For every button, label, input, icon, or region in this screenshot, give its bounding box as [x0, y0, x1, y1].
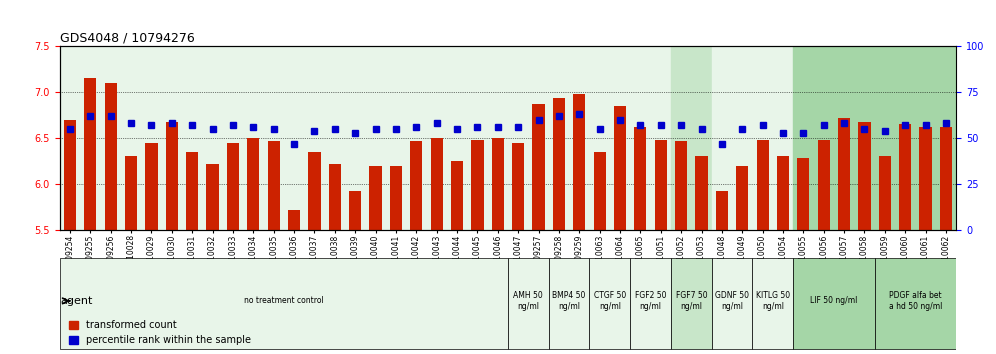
Bar [105, 83, 117, 230]
Bar [145, 143, 157, 230]
Text: PDGF alfa bet
a hd 50 ng/ml: PDGF alfa bet a hd 50 ng/ml [888, 291, 942, 310]
Text: KITLG 50
ng/ml: KITLG 50 ng/ml [756, 291, 790, 310]
Bar [899, 124, 911, 230]
Bar [630, 46, 671, 230]
Bar [712, 46, 752, 230]
Bar [695, 156, 707, 230]
Bar [227, 143, 239, 230]
Bar [533, 104, 545, 230]
Text: GDS4048 / 10794276: GDS4048 / 10794276 [60, 32, 194, 45]
FancyBboxPatch shape [590, 258, 630, 349]
Bar [874, 46, 956, 230]
Bar [471, 140, 483, 230]
FancyBboxPatch shape [549, 258, 590, 349]
Bar [309, 152, 321, 230]
FancyBboxPatch shape [752, 258, 793, 349]
Bar [430, 138, 443, 230]
Bar [64, 120, 76, 230]
Bar [492, 138, 504, 230]
Bar [165, 122, 178, 230]
Text: LIF 50 ng/ml: LIF 50 ng/ml [810, 296, 858, 306]
Text: GDNF 50
ng/ml: GDNF 50 ng/ml [715, 291, 749, 310]
Bar [818, 140, 830, 230]
Bar [757, 140, 769, 230]
FancyBboxPatch shape [630, 258, 671, 349]
Text: FGF2 50
ng/ml: FGF2 50 ng/ml [634, 291, 666, 310]
FancyBboxPatch shape [712, 258, 752, 349]
Bar [752, 46, 793, 230]
Bar [654, 140, 667, 230]
FancyBboxPatch shape [793, 258, 874, 349]
Bar [549, 46, 590, 230]
Bar [410, 141, 422, 230]
FancyBboxPatch shape [508, 258, 549, 349]
Bar [85, 78, 97, 230]
Text: FGF7 50
ng/ml: FGF7 50 ng/ml [675, 291, 707, 310]
Bar [940, 127, 952, 230]
Bar [60, 46, 508, 230]
Bar [793, 46, 874, 230]
Bar [451, 161, 463, 230]
Bar [797, 158, 810, 230]
Bar [919, 127, 931, 230]
Bar [671, 46, 712, 230]
Bar [736, 166, 748, 230]
FancyBboxPatch shape [874, 258, 956, 349]
Bar [859, 122, 871, 230]
FancyBboxPatch shape [671, 258, 712, 349]
Bar [370, 166, 381, 230]
FancyBboxPatch shape [60, 258, 508, 349]
Bar [614, 106, 626, 230]
Bar [512, 143, 524, 230]
Bar [878, 156, 891, 230]
Bar [247, 138, 259, 230]
Bar [716, 190, 728, 230]
Bar [124, 156, 137, 230]
Bar [186, 152, 198, 230]
Text: AMH 50
ng/ml: AMH 50 ng/ml [514, 291, 543, 310]
Bar [838, 118, 851, 230]
Bar [590, 46, 630, 230]
Text: agent: agent [61, 296, 94, 306]
Bar [349, 190, 362, 230]
Bar [675, 141, 687, 230]
Bar [268, 141, 280, 230]
Bar [206, 164, 219, 230]
Bar [573, 94, 586, 230]
Bar [634, 127, 646, 230]
Legend: transformed count, percentile rank within the sample: transformed count, percentile rank withi… [65, 316, 255, 349]
Bar [553, 98, 565, 230]
Bar [389, 166, 402, 230]
Text: CTGF 50
ng/ml: CTGF 50 ng/ml [594, 291, 625, 310]
Bar [508, 46, 549, 230]
Bar [329, 164, 341, 230]
Text: BMP4 50
ng/ml: BMP4 50 ng/ml [553, 291, 586, 310]
Text: no treatment control: no treatment control [244, 296, 324, 306]
Bar [288, 210, 300, 230]
Bar [594, 152, 606, 230]
Bar [777, 156, 789, 230]
